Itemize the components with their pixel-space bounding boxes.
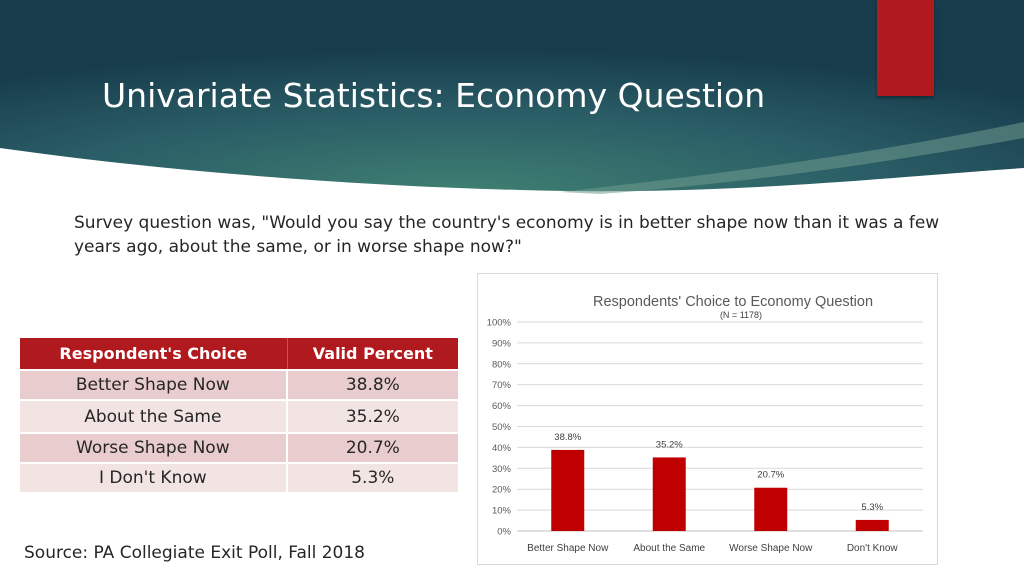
table-row: About the Same 35.2%	[20, 399, 458, 432]
data-label: 38.8%	[554, 432, 581, 443]
chart-subtitle: (N = 1178)	[720, 310, 762, 320]
y-tick-label: 30%	[492, 464, 512, 475]
header-banner	[0, 0, 1024, 194]
y-tick-label: 70%	[492, 380, 512, 391]
table-row: Worse Shape Now 20.7%	[20, 432, 458, 462]
survey-question-text: Survey question was, "Would you say the …	[74, 213, 940, 257]
bar-3	[754, 487, 788, 531]
accent-bar	[877, 0, 934, 96]
choice-table: Respondent's Choice Valid Percent Better…	[20, 338, 458, 492]
y-tick-label: 0%	[497, 527, 511, 538]
table-cell-choice: Worse Shape Now	[20, 432, 288, 462]
slide-title: Univariate Statistics: Economy Question	[102, 76, 766, 115]
y-tick-label: 20%	[492, 485, 512, 496]
table-row: I Don't Know 5.3%	[20, 462, 458, 492]
bar-4	[855, 519, 889, 531]
data-label: 5.3%	[861, 502, 883, 513]
table-cell-percent: 35.2%	[287, 399, 458, 432]
y-tick-label: 50%	[492, 422, 512, 433]
table-cell-choice: I Don't Know	[20, 462, 288, 492]
x-tick-label: Better Shape Now	[527, 543, 609, 554]
bar-2	[652, 457, 686, 531]
table-header-row: Respondent's Choice Valid Percent	[20, 338, 458, 369]
y-tick-label: 90%	[492, 338, 512, 349]
table-row: Better Shape Now 38.8%	[20, 369, 458, 399]
table-header-choice: Respondent's Choice	[20, 338, 288, 369]
source-note: Source: PA Collegiate Exit Poll, Fall 20…	[24, 543, 365, 563]
table-cell-percent: 5.3%	[287, 462, 458, 492]
bar-chart: Respondents' Choice to Economy Question(…	[487, 294, 923, 554]
table-cell-choice: Better Shape Now	[20, 369, 288, 399]
table-cell-percent: 20.7%	[287, 432, 458, 462]
y-tick-label: 40%	[492, 443, 512, 454]
y-tick-label: 60%	[492, 401, 512, 412]
data-label: 20.7%	[757, 470, 784, 481]
x-tick-label: About the Same	[633, 543, 705, 554]
y-tick-label: 100%	[487, 318, 512, 329]
chart-title: Respondents' Choice to Economy Question	[593, 294, 873, 310]
x-tick-label: Don't Know	[847, 543, 899, 554]
table-cell-choice: About the Same	[20, 399, 288, 432]
bar-1	[551, 449, 585, 531]
table-cell-percent: 38.8%	[287, 369, 458, 399]
y-tick-label: 10%	[492, 506, 512, 517]
x-tick-label: Worse Shape Now	[729, 543, 813, 554]
table-header-percent: Valid Percent	[287, 338, 458, 369]
y-tick-label: 80%	[492, 359, 512, 370]
data-label: 35.2%	[656, 439, 683, 450]
